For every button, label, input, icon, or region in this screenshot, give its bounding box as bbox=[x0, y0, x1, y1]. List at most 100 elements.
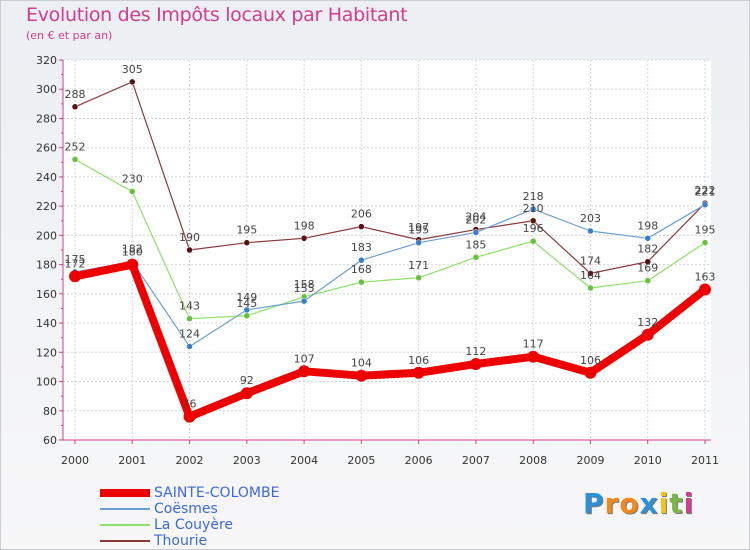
data-label-thourie: 222 bbox=[695, 184, 716, 197]
legend-label: Coësmes bbox=[154, 501, 218, 517]
data-point-sainte-colombe bbox=[240, 387, 253, 400]
data-point-coesmes bbox=[300, 297, 308, 305]
data-label-thourie: 195 bbox=[236, 224, 257, 237]
data-label-la-couyere: 145 bbox=[236, 297, 257, 310]
data-label-sainte-colombe: 106 bbox=[408, 354, 429, 367]
data-label-sainte-colombe: 172 bbox=[65, 257, 86, 270]
x-tick-label: 2000 bbox=[61, 454, 89, 467]
x-tick-label: 2010 bbox=[634, 454, 662, 467]
x-tick-label: 2006 bbox=[405, 454, 433, 467]
data-label-thourie: 206 bbox=[351, 208, 372, 221]
legend-swatch bbox=[100, 540, 150, 542]
data-point-coesmes bbox=[701, 201, 709, 208]
legend-item-thourie: Thourie bbox=[100, 533, 279, 549]
data-label-sainte-colombe: 132 bbox=[637, 316, 658, 329]
y-tick-label: 200 bbox=[36, 229, 57, 242]
data-point-sainte-colombe bbox=[355, 369, 368, 382]
data-label-layer: 288 305 190 195 198 206 197 204 210 174 182 222 252 2… bbox=[65, 63, 716, 411]
data-point-coesmes bbox=[243, 306, 251, 314]
legend-label: SAINTE-COLOMBE bbox=[154, 485, 280, 501]
data-point-sainte-colombe bbox=[69, 270, 81, 283]
plot-background bbox=[63, 60, 711, 440]
data-point-thourie bbox=[529, 217, 537, 225]
y-tick-label: 260 bbox=[36, 142, 57, 155]
y-tick-label: 180 bbox=[36, 259, 57, 272]
series-line-coesmes bbox=[74, 204, 706, 348]
data-label-la-couyere: 252 bbox=[65, 140, 86, 153]
data-point-la-couyere bbox=[587, 284, 594, 292]
data-point-sainte-colombe bbox=[584, 366, 597, 379]
chart-title: Evolution des Impôts locaux par Habitant bbox=[26, 4, 408, 26]
series-layer bbox=[69, 78, 711, 423]
y-tick-label: 240 bbox=[36, 171, 57, 184]
y-tick-label: 160 bbox=[36, 288, 57, 301]
data-point-coesmes bbox=[587, 227, 594, 235]
data-label-thourie: 190 bbox=[179, 231, 200, 244]
data-point-thourie bbox=[587, 270, 594, 277]
legend-item-sainte-colombe: SAINTE-COLOMBE bbox=[100, 485, 279, 501]
data-label-sainte-colombe: 112 bbox=[465, 345, 486, 358]
data-point-coesmes bbox=[415, 239, 422, 246]
data-label-coesmes: 195 bbox=[408, 224, 429, 237]
data-label-la-couyere: 196 bbox=[523, 222, 544, 235]
axis-layer: 60 80 100 120 140 160 180 200 220 240 260 280 300 320… bbox=[36, 54, 719, 467]
data-label-thourie: 305 bbox=[122, 63, 143, 76]
chart-subtitle: (en € et par an) bbox=[26, 29, 113, 42]
x-tick-label: 2009 bbox=[576, 454, 604, 467]
series-line-la-couyere bbox=[74, 158, 706, 320]
data-point-la-couyere bbox=[529, 237, 537, 245]
logo-letter: i bbox=[683, 487, 695, 520]
y-tick-label: 300 bbox=[36, 83, 57, 96]
data-point-sainte-colombe bbox=[469, 358, 482, 370]
data-label-la-couyere: 158 bbox=[294, 278, 315, 291]
data-label-coesmes: 149 bbox=[236, 291, 257, 304]
y-tick-label: 80 bbox=[43, 405, 57, 418]
data-point-la-couyere bbox=[358, 278, 365, 286]
legend-swatch bbox=[100, 508, 150, 510]
data-point-thourie bbox=[300, 235, 308, 242]
data-label-la-couyere: 230 bbox=[122, 173, 143, 186]
data-label-la-couyere: 185 bbox=[465, 238, 486, 251]
data-point-thourie bbox=[644, 258, 651, 265]
data-label-thourie: 204 bbox=[465, 211, 486, 224]
data-point-coesmes bbox=[472, 229, 480, 236]
data-label-coesmes: 155 bbox=[294, 282, 315, 295]
x-tick-label: 2001 bbox=[118, 454, 146, 467]
data-label-coesmes: 203 bbox=[580, 212, 601, 225]
y-tick-label: 320 bbox=[36, 54, 57, 67]
y-tick-label: 140 bbox=[36, 317, 57, 330]
data-point-coesmes bbox=[529, 205, 537, 213]
legend-item-coesmes: Coësmes bbox=[100, 501, 279, 517]
data-label-sainte-colombe: 104 bbox=[351, 357, 372, 370]
data-label-coesmes: 198 bbox=[637, 219, 658, 232]
legend-item-la-couyere: La Couyère bbox=[100, 517, 279, 533]
data-label-coesmes: 175 bbox=[65, 253, 86, 266]
data-label-coesmes: 182 bbox=[122, 243, 143, 256]
logo-letter: o bbox=[619, 487, 640, 520]
grid-layer bbox=[63, 59, 711, 441]
data-label-thourie: 288 bbox=[65, 88, 86, 101]
data-label-la-couyere: 143 bbox=[179, 300, 200, 313]
data-point-la-couyere bbox=[243, 312, 251, 320]
x-tick-label: 2005 bbox=[347, 454, 375, 467]
logo-letter: P bbox=[583, 487, 605, 520]
data-point-sainte-colombe bbox=[298, 365, 311, 378]
data-point-sainte-colombe bbox=[183, 410, 196, 423]
legend: SAINTE-COLOMBE Coësmes La Couyère Thourie bbox=[100, 485, 279, 549]
data-point-thourie bbox=[358, 223, 365, 230]
data-label-coesmes: 202 bbox=[465, 213, 486, 226]
data-label-sainte-colombe: 92 bbox=[240, 374, 254, 387]
data-label-thourie: 198 bbox=[294, 219, 315, 232]
data-label-coesmes: 124 bbox=[179, 327, 200, 340]
data-label-sainte-colombe: 180 bbox=[122, 246, 143, 259]
data-point-coesmes bbox=[186, 343, 193, 350]
x-tick-label: 2008 bbox=[519, 454, 547, 467]
data-point-coesmes bbox=[358, 256, 365, 264]
x-tick-label: 2011 bbox=[691, 454, 719, 467]
data-point-thourie bbox=[186, 246, 193, 254]
y-tick-label: 120 bbox=[36, 346, 57, 359]
data-label-sainte-colombe: 76 bbox=[183, 398, 197, 411]
data-point-sainte-colombe bbox=[126, 258, 139, 271]
data-point-la-couyere bbox=[129, 188, 136, 195]
data-label-thourie: 174 bbox=[580, 254, 601, 267]
